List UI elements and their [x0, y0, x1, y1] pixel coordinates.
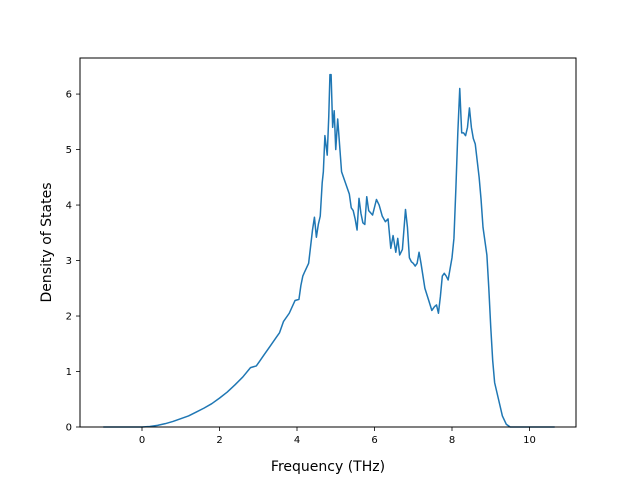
- x-tick-label: 8: [449, 435, 455, 446]
- x-tick-label: 6: [371, 435, 377, 446]
- x-axis-ticks: 0 2 4 6 8 10: [139, 427, 536, 446]
- y-tick-label: 4: [66, 201, 72, 212]
- x-tick-label: 2: [216, 435, 222, 446]
- x-tick-label: 4: [294, 435, 300, 446]
- y-tick-label: 2: [66, 312, 72, 323]
- y-axis-title: Density of States: [39, 183, 55, 303]
- y-axis-ticks: 0 1 2 3 4 5 6: [66, 90, 80, 434]
- x-axis-title: Frequency (THz): [271, 459, 385, 475]
- x-tick-label: 0: [139, 435, 145, 446]
- y-tick-label: 1: [66, 367, 72, 378]
- dos-series-line: [103, 73, 555, 428]
- x-tick-label: 10: [523, 435, 536, 446]
- y-tick-label: 0: [66, 423, 72, 434]
- plot-area: [103, 73, 555, 428]
- y-tick-label: 5: [66, 145, 72, 156]
- axes-frame: [79, 57, 577, 428]
- y-tick-label: 6: [66, 90, 72, 101]
- y-tick-label: 3: [66, 256, 72, 267]
